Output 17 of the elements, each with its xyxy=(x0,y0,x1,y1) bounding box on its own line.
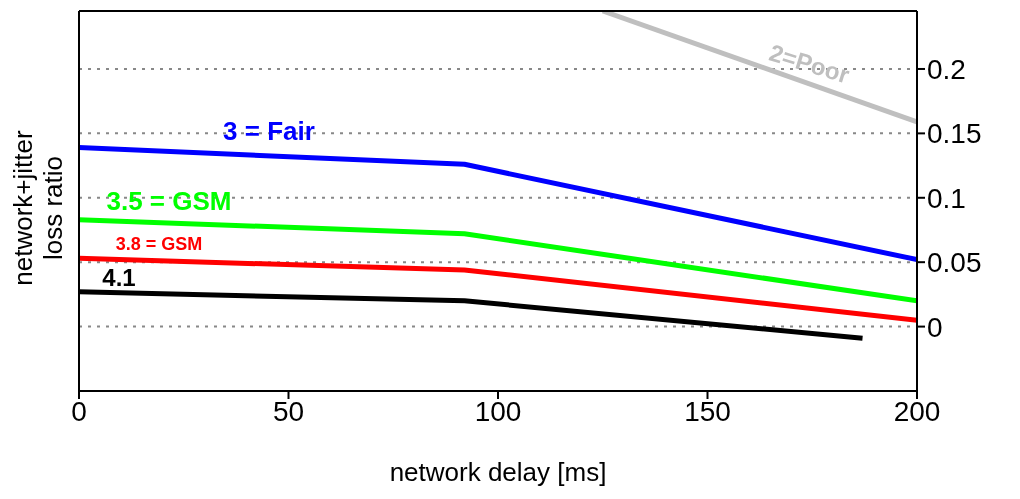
series-label: 4.1 xyxy=(102,263,136,291)
series-label: 3 = Fair xyxy=(223,115,315,146)
text: 2=Poor xyxy=(766,38,853,89)
x-tick-label: 100 xyxy=(474,395,522,427)
x-tick-label: 0 xyxy=(71,395,87,427)
y-tick-label: 0.15 xyxy=(927,118,982,150)
y-axis-title: network+jitter loss ratio xyxy=(8,129,68,286)
x-tick-label: 200 xyxy=(893,395,941,427)
x-tick-label: 50 xyxy=(272,395,305,427)
series-label: 3.5 = GSM xyxy=(106,185,232,216)
x-axis-title: network delay [ms] xyxy=(389,457,607,487)
y-tick-label: 0 xyxy=(927,311,943,343)
y-tick-label: 0.1 xyxy=(927,182,966,214)
series-label: 3.8 = GSM xyxy=(115,234,203,255)
y-tick-label: 0.2 xyxy=(927,53,966,85)
y-tick-label: 0.05 xyxy=(927,247,982,279)
x-tick-label: 150 xyxy=(684,395,731,427)
